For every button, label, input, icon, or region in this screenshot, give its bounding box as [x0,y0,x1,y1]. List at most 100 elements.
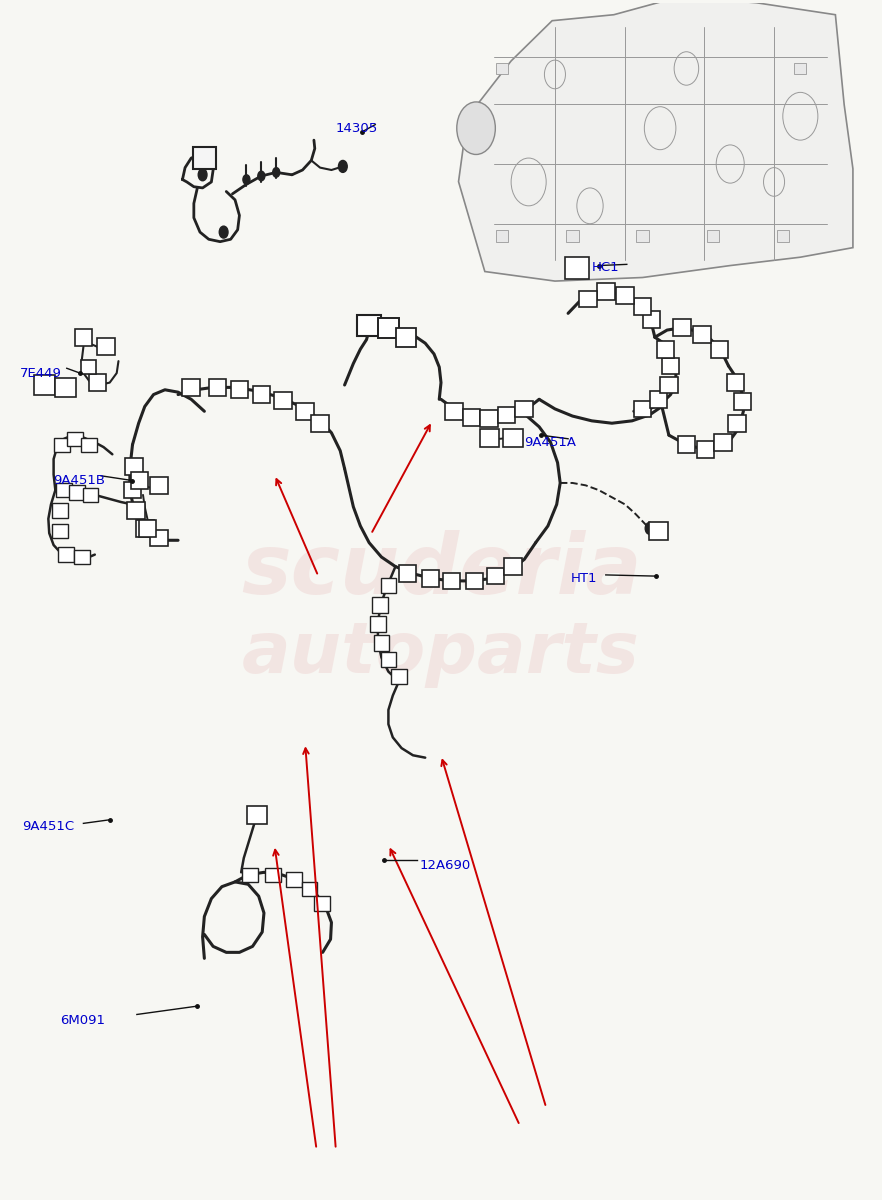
Text: 9A451B: 9A451B [54,474,106,487]
FancyBboxPatch shape [505,558,521,575]
FancyBboxPatch shape [97,338,115,355]
FancyBboxPatch shape [711,341,729,358]
FancyBboxPatch shape [125,458,143,474]
FancyBboxPatch shape [727,374,744,391]
Text: 14305: 14305 [336,121,378,134]
FancyBboxPatch shape [617,287,634,304]
Circle shape [305,883,314,895]
FancyBboxPatch shape [247,806,266,824]
FancyBboxPatch shape [677,437,695,454]
FancyBboxPatch shape [136,520,153,536]
FancyBboxPatch shape [399,565,416,582]
FancyBboxPatch shape [597,283,615,300]
FancyBboxPatch shape [380,578,396,594]
FancyBboxPatch shape [391,668,407,684]
FancyBboxPatch shape [123,481,141,498]
FancyBboxPatch shape [660,377,677,394]
FancyBboxPatch shape [777,229,789,241]
FancyBboxPatch shape [314,896,330,911]
FancyBboxPatch shape [649,522,668,540]
FancyBboxPatch shape [706,229,719,241]
FancyBboxPatch shape [138,520,156,536]
FancyBboxPatch shape [81,360,96,374]
FancyBboxPatch shape [192,148,216,169]
FancyBboxPatch shape [89,374,106,391]
FancyBboxPatch shape [75,329,93,346]
FancyBboxPatch shape [734,394,751,410]
FancyBboxPatch shape [34,376,56,395]
FancyBboxPatch shape [150,529,168,546]
FancyBboxPatch shape [634,401,651,418]
FancyBboxPatch shape [127,502,145,518]
FancyBboxPatch shape [70,485,86,499]
FancyBboxPatch shape [302,882,318,896]
FancyBboxPatch shape [56,378,77,397]
FancyBboxPatch shape [265,868,280,882]
FancyBboxPatch shape [371,598,387,612]
Circle shape [258,172,265,181]
FancyBboxPatch shape [274,392,292,409]
Text: HC1: HC1 [592,262,619,275]
FancyBboxPatch shape [370,616,385,631]
FancyBboxPatch shape [697,442,714,458]
FancyBboxPatch shape [515,401,533,418]
FancyBboxPatch shape [656,341,674,358]
FancyBboxPatch shape [634,298,651,314]
FancyBboxPatch shape [81,438,96,452]
FancyBboxPatch shape [662,358,679,374]
FancyBboxPatch shape [52,503,68,517]
Circle shape [268,869,277,881]
Circle shape [289,874,298,886]
FancyBboxPatch shape [52,523,68,538]
PathPatch shape [459,0,853,281]
FancyBboxPatch shape [209,379,227,396]
Circle shape [457,102,496,155]
Text: scuderia: scuderia [241,529,641,611]
Circle shape [318,898,326,910]
Circle shape [245,869,254,881]
FancyBboxPatch shape [497,62,509,74]
FancyBboxPatch shape [296,403,314,420]
FancyBboxPatch shape [566,229,579,241]
FancyBboxPatch shape [714,434,732,451]
FancyBboxPatch shape [55,438,71,452]
FancyBboxPatch shape [56,482,72,497]
FancyBboxPatch shape [422,570,439,587]
Circle shape [646,522,654,534]
FancyBboxPatch shape [150,476,168,493]
FancyBboxPatch shape [480,428,499,446]
FancyBboxPatch shape [637,229,649,241]
FancyBboxPatch shape [481,410,498,427]
FancyBboxPatch shape [131,472,148,488]
FancyBboxPatch shape [463,409,481,426]
Text: autoparts: autoparts [242,619,640,689]
Text: 7E449: 7E449 [20,366,63,379]
Circle shape [273,168,280,178]
FancyBboxPatch shape [693,326,711,343]
FancyBboxPatch shape [443,572,460,589]
FancyBboxPatch shape [286,872,302,887]
FancyBboxPatch shape [794,62,806,74]
FancyBboxPatch shape [311,415,329,432]
FancyBboxPatch shape [650,391,667,408]
FancyBboxPatch shape [445,403,463,420]
Text: 12A690: 12A690 [419,859,470,871]
FancyBboxPatch shape [231,382,248,398]
FancyBboxPatch shape [183,379,200,396]
FancyBboxPatch shape [579,290,597,307]
FancyBboxPatch shape [396,328,415,347]
FancyBboxPatch shape [252,386,270,403]
FancyBboxPatch shape [504,428,522,446]
Circle shape [339,161,348,173]
Circle shape [243,175,250,185]
FancyBboxPatch shape [67,432,83,446]
FancyBboxPatch shape [498,407,515,424]
Text: 9A451A: 9A451A [524,436,576,449]
FancyBboxPatch shape [373,635,389,650]
Text: 9A451C: 9A451C [22,821,74,834]
FancyBboxPatch shape [729,415,746,432]
Circle shape [198,169,207,181]
FancyBboxPatch shape [74,550,90,564]
FancyBboxPatch shape [643,311,660,328]
FancyBboxPatch shape [380,652,396,667]
